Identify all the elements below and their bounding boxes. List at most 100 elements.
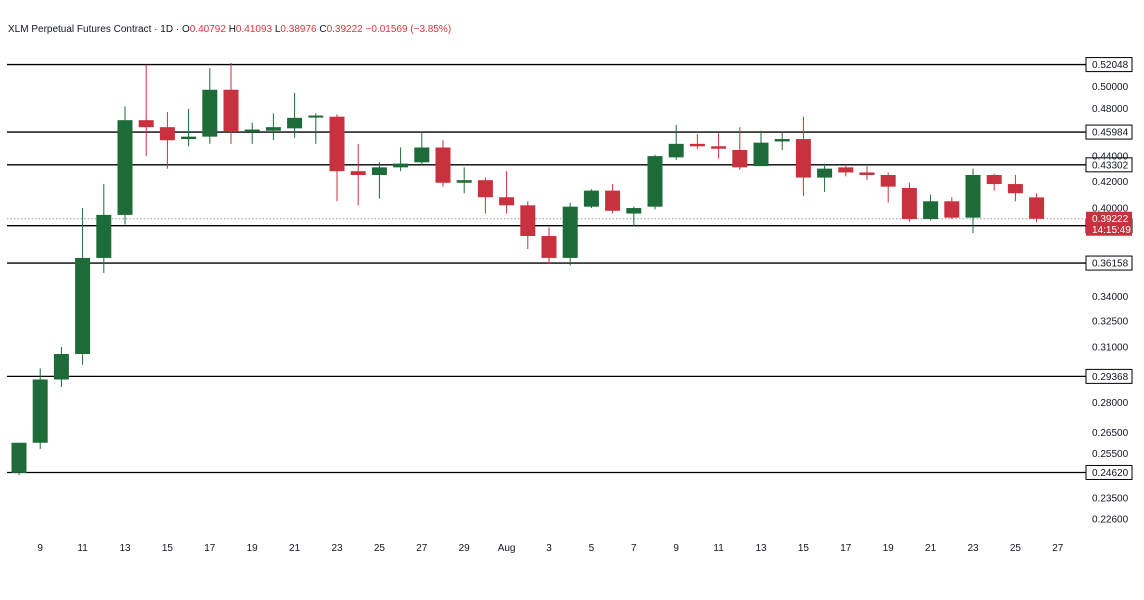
candle-body-down xyxy=(732,149,748,168)
candle-body-down xyxy=(859,172,875,176)
candle-body-down xyxy=(880,175,896,187)
y-tick-label: 0.48000 xyxy=(1092,104,1129,115)
candle-body-down xyxy=(329,116,345,172)
last-price-value: 0.39222 xyxy=(1092,214,1129,225)
high-label: H xyxy=(228,24,236,35)
x-tick-label: 9 xyxy=(673,543,679,554)
x-tick-label: 19 xyxy=(247,543,259,554)
candle-body-down xyxy=(499,197,515,206)
x-tick-label: 19 xyxy=(883,543,895,554)
candle-body-up xyxy=(414,147,430,163)
x-tick-label: 9 xyxy=(37,543,43,554)
candle-body-down xyxy=(138,120,154,128)
candle-body-down xyxy=(986,175,1002,185)
candle-body-up xyxy=(965,175,981,218)
level-label: 0.43302 xyxy=(1092,160,1129,171)
candle-body-up xyxy=(668,143,684,158)
candle-body-up xyxy=(11,442,27,473)
low-value: 0.38976 xyxy=(280,24,317,35)
candle-body-down xyxy=(477,180,493,198)
chart-header: XLM Perpetual Futures Contract · 1D · O0… xyxy=(8,24,451,35)
candle-body-up xyxy=(626,208,642,214)
candle-body-up xyxy=(287,117,303,129)
candle-body-up xyxy=(774,139,790,142)
y-tick-label: 0.22600 xyxy=(1092,515,1129,526)
x-tick-label: 17 xyxy=(840,543,852,554)
candle-body-up xyxy=(817,168,833,178)
candle-body-up xyxy=(562,206,578,258)
time-axis[interactable]: 9 11 13 15 17 19 21 23 25 27 29 Aug 3 5 7 9 11 13 15 17 19 21… xyxy=(37,543,1063,554)
level-label-box xyxy=(1085,255,1133,271)
level-label: 0.52048 xyxy=(1092,60,1129,71)
level-label: 0.45984 xyxy=(1092,128,1129,139)
x-tick-label: 17 xyxy=(204,543,216,554)
candle-body-down xyxy=(689,143,705,147)
x-tick-label: 21 xyxy=(289,543,301,554)
level-label-box xyxy=(1085,124,1133,140)
countdown-timer: 14:15:49 xyxy=(1092,225,1131,236)
y-tick-label: 0.31000 xyxy=(1092,342,1129,353)
x-tick-label: 23 xyxy=(331,543,343,554)
candle-body-up xyxy=(244,129,260,132)
candle-body-down xyxy=(1007,184,1023,194)
level-label: 0.24620 xyxy=(1092,468,1129,479)
y-tick-label: 0.32500 xyxy=(1092,317,1129,328)
x-tick-label: 27 xyxy=(416,543,428,554)
candle-body-down xyxy=(795,139,811,178)
y-tick-label: 0.42000 xyxy=(1092,177,1129,188)
close-value: 0.39222 xyxy=(326,24,363,35)
x-tick-label: 5 xyxy=(589,543,595,554)
candle-body-down xyxy=(541,235,557,258)
candle-body-up xyxy=(923,201,939,220)
candle-body-up xyxy=(181,136,197,140)
candle-body-up xyxy=(53,353,69,380)
y-tick-label: 0.34000 xyxy=(1092,292,1129,303)
change-value: −0.01569 (−3.85%) xyxy=(365,24,452,35)
candles xyxy=(11,62,1045,476)
x-tick-label: 13 xyxy=(755,543,767,554)
candle-body-down xyxy=(435,147,451,183)
level-label-box xyxy=(1085,368,1133,384)
x-tick-label: Aug xyxy=(498,543,516,554)
level-label-box xyxy=(1085,464,1133,480)
close-label: C xyxy=(319,24,327,35)
level-label: 0.29368 xyxy=(1092,372,1129,383)
y-tick-label: 0.23500 xyxy=(1092,493,1129,504)
x-tick-label: 11 xyxy=(713,543,724,554)
candle-body-up xyxy=(393,163,409,168)
level-label-box xyxy=(1085,57,1133,73)
open-value: 0.40792 xyxy=(189,24,226,35)
x-tick-label: 25 xyxy=(374,543,386,554)
x-tick-label: 13 xyxy=(119,543,131,554)
x-tick-label: 7 xyxy=(631,543,637,554)
candle-body-up xyxy=(117,120,133,215)
x-tick-label: 23 xyxy=(967,543,979,554)
candle-body-up xyxy=(456,180,472,183)
candle-body-up xyxy=(583,190,599,207)
y-tick-label: 0.26500 xyxy=(1092,428,1129,439)
symbol-title: XLM Perpetual Futures Contract · 1D · xyxy=(8,24,180,35)
last-price-tag xyxy=(1086,211,1132,236)
candle-body-down xyxy=(1029,197,1045,219)
candle-body-up xyxy=(308,115,324,118)
candle-body-up xyxy=(371,167,387,176)
candle-body-down xyxy=(350,171,366,176)
y-tick-label: 0.44000 xyxy=(1092,152,1129,163)
level-lines: 0.520480.459840.433020.387250.361580.293… xyxy=(7,57,1133,480)
x-tick-label: 27 xyxy=(1052,543,1064,554)
candle-body-up xyxy=(96,214,112,258)
level-label-box xyxy=(1085,157,1133,173)
candle-body-up xyxy=(753,142,769,167)
x-tick-label: 11 xyxy=(77,543,88,554)
candle-body-down xyxy=(901,187,917,220)
candle-body-up xyxy=(32,379,48,443)
price-axis[interactable]: 0.50000 0.48000 0.44000 0.42000 0.40000 0.340… xyxy=(1092,82,1129,526)
y-tick-label: 0.40000 xyxy=(1092,204,1129,215)
x-tick-label: 15 xyxy=(798,543,810,554)
candle-body-down xyxy=(711,146,727,149)
y-tick-label: 0.28000 xyxy=(1092,398,1129,409)
x-tick-label: 21 xyxy=(925,543,937,554)
candle-body-up xyxy=(75,257,91,354)
high-value: 0.41093 xyxy=(235,24,273,35)
